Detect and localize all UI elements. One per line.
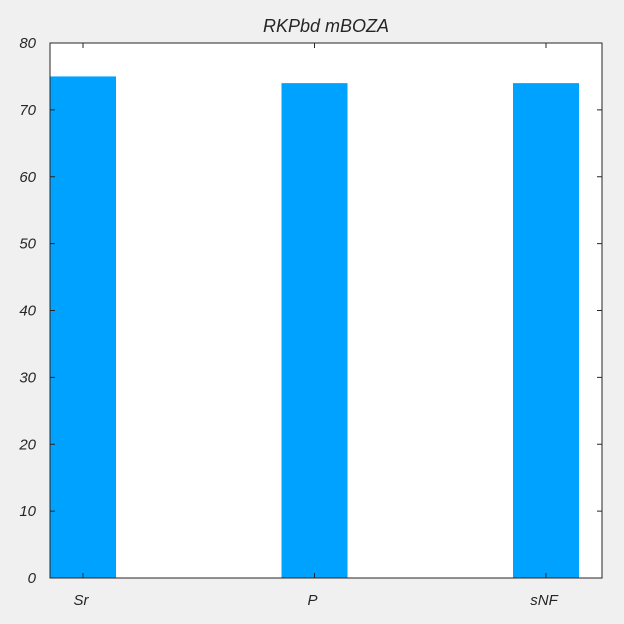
x-tick-label: Sr bbox=[74, 592, 90, 609]
bar-Sr bbox=[50, 76, 116, 578]
ticks-layer bbox=[49, 42, 603, 579]
y-tick-label: 60 bbox=[19, 169, 36, 186]
plot-frame bbox=[49, 42, 603, 579]
y-tick-label: 50 bbox=[19, 236, 36, 253]
x-tick-label: sNF bbox=[530, 592, 558, 609]
y-tick-label: 70 bbox=[19, 102, 36, 119]
chart-title: RKPbd mBOZA bbox=[263, 16, 389, 36]
bars-layer bbox=[50, 76, 579, 578]
y-tick-label: 20 bbox=[18, 436, 36, 453]
bar-P bbox=[281, 83, 348, 578]
x-tick-label: P bbox=[307, 592, 317, 609]
y-tick-label: 10 bbox=[19, 503, 36, 520]
y-tick-label: 40 bbox=[19, 303, 36, 320]
y-tick-label: 0 bbox=[28, 570, 37, 587]
y-tick-label: 80 bbox=[19, 35, 36, 52]
y-tick-label: 30 bbox=[19, 369, 36, 386]
bar-sNF bbox=[513, 83, 579, 578]
